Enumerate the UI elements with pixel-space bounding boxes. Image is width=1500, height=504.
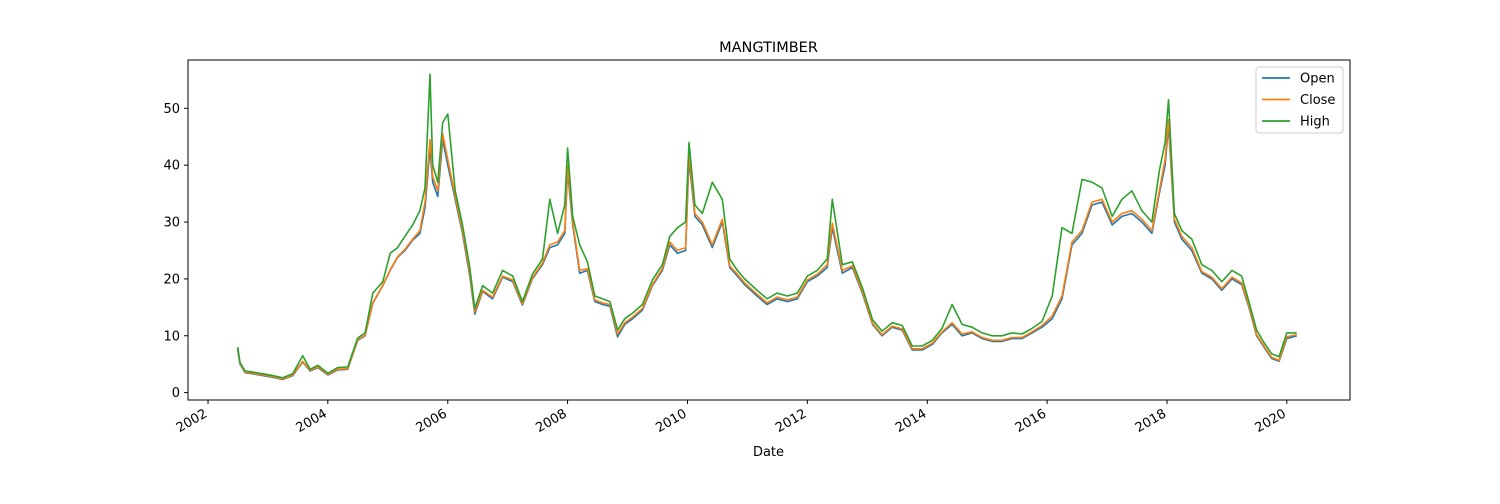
y-tick-label: 10 xyxy=(163,329,180,344)
x-tick-label: 2018 xyxy=(1133,406,1169,436)
y-tick-label: 0 xyxy=(172,386,180,401)
x-tick-label: 2016 xyxy=(1013,406,1049,436)
legend-label-high: High xyxy=(1300,115,1330,130)
series-line-open xyxy=(236,124,1297,381)
legend-label-close: Close xyxy=(1300,93,1335,108)
series-line-close xyxy=(236,118,1297,380)
x-tick-label: 2008 xyxy=(533,406,569,436)
x-axis: 2002 2004 2006 2008 2010 2012 2014 2016 2018 2020 xyxy=(174,400,1289,436)
x-tick-label: 2004 xyxy=(294,406,330,436)
y-tick-label: 50 xyxy=(163,102,180,117)
chart-title: MANGTIMBER xyxy=(719,40,818,56)
x-tick-label: 2002 xyxy=(174,406,210,436)
legend: Open Close High xyxy=(1255,66,1344,134)
series-layer xyxy=(236,73,1297,381)
series-line-high xyxy=(236,73,1297,379)
legend-label-open: Open xyxy=(1300,72,1335,87)
legend-box xyxy=(1255,66,1344,134)
y-tick-label: 30 xyxy=(163,216,180,231)
plot-area-frame xyxy=(187,59,1351,401)
x-axis-label: Date xyxy=(753,445,784,460)
y-tick-label: 20 xyxy=(163,272,180,287)
x-tick-label: 2006 xyxy=(414,406,450,436)
x-tick-label: 2014 xyxy=(893,406,929,436)
x-tick-label: 2020 xyxy=(1253,406,1289,436)
y-axis: 0 10 20 30 40 50 xyxy=(163,102,188,401)
x-tick-label: 2010 xyxy=(653,406,689,436)
x-tick-label: 2012 xyxy=(773,406,809,436)
y-tick-label: 40 xyxy=(163,159,180,174)
